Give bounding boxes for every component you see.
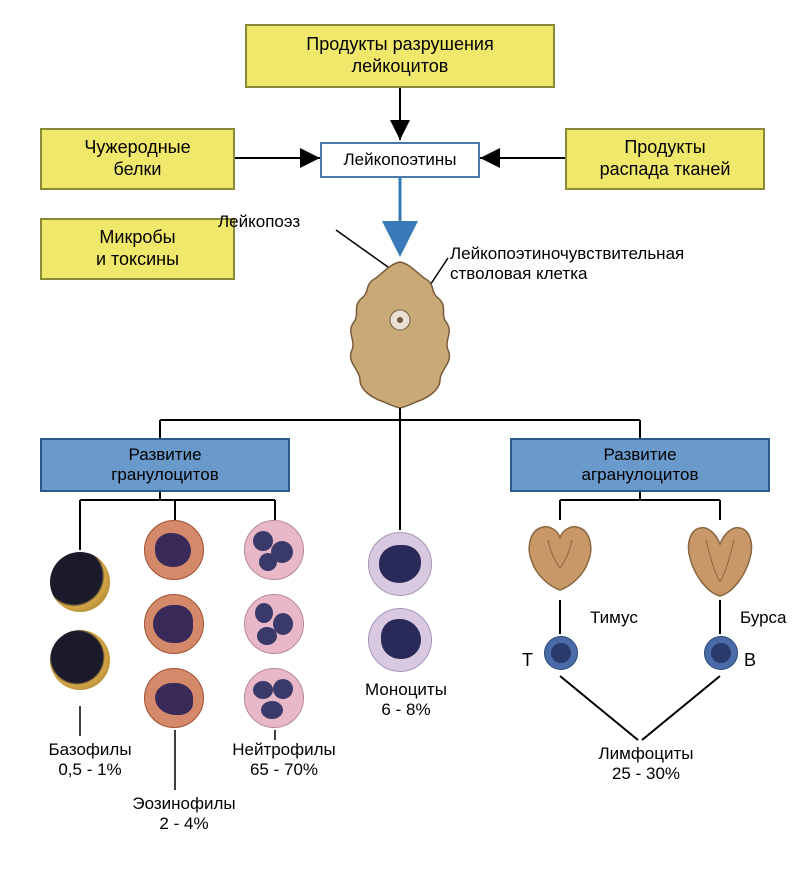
label-thymus: Тимус (590, 608, 638, 628)
cell-neutrophil (244, 668, 304, 728)
label-neutrophils: Нейтрофилы 65 - 70% (214, 740, 354, 781)
cell-neutrophil (244, 594, 304, 654)
cell-eosinophil (144, 668, 204, 728)
cell-basophil (50, 630, 110, 690)
cell-eosinophil (144, 520, 204, 580)
label-eosinophils: Эозинофилы 2 - 4% (114, 794, 254, 835)
label-bursa: Бурса (740, 608, 787, 628)
box-branch-left: Развитие гранулоцитов (40, 438, 290, 492)
box-center: Лейкопоэтины (320, 142, 480, 178)
cell-t-lymphocyte (544, 636, 578, 670)
cell-basophil (50, 552, 110, 612)
box-left2: Микробы и токсины (40, 218, 235, 280)
box-left1: Чужеродные белки (40, 128, 235, 190)
label-leukopoiesis: Лейкопоэз (218, 212, 300, 232)
label-basophils: Базофилы 0,5 - 1% (30, 740, 150, 781)
label-t: Т (522, 650, 533, 672)
cell-eosinophil (144, 594, 204, 654)
label-stemcell: Лейкопоэтиночувствительная стволовая кле… (450, 244, 684, 285)
box-right1: Продукты распада тканей (565, 128, 765, 190)
label-lymphocytes: Лимфоциты 25 - 30% (576, 744, 716, 785)
cell-monocyte (368, 608, 432, 672)
cell-monocyte (368, 532, 432, 596)
box-top: Продукты разрушения лейкоцитов (245, 24, 555, 88)
cell-b-lymphocyte (704, 636, 738, 670)
cell-neutrophil (244, 520, 304, 580)
label-monocytes: Моноциты 6 - 8% (346, 680, 466, 721)
box-branch-right: Развитие агранулоцитов (510, 438, 770, 492)
label-b: В (744, 650, 756, 672)
